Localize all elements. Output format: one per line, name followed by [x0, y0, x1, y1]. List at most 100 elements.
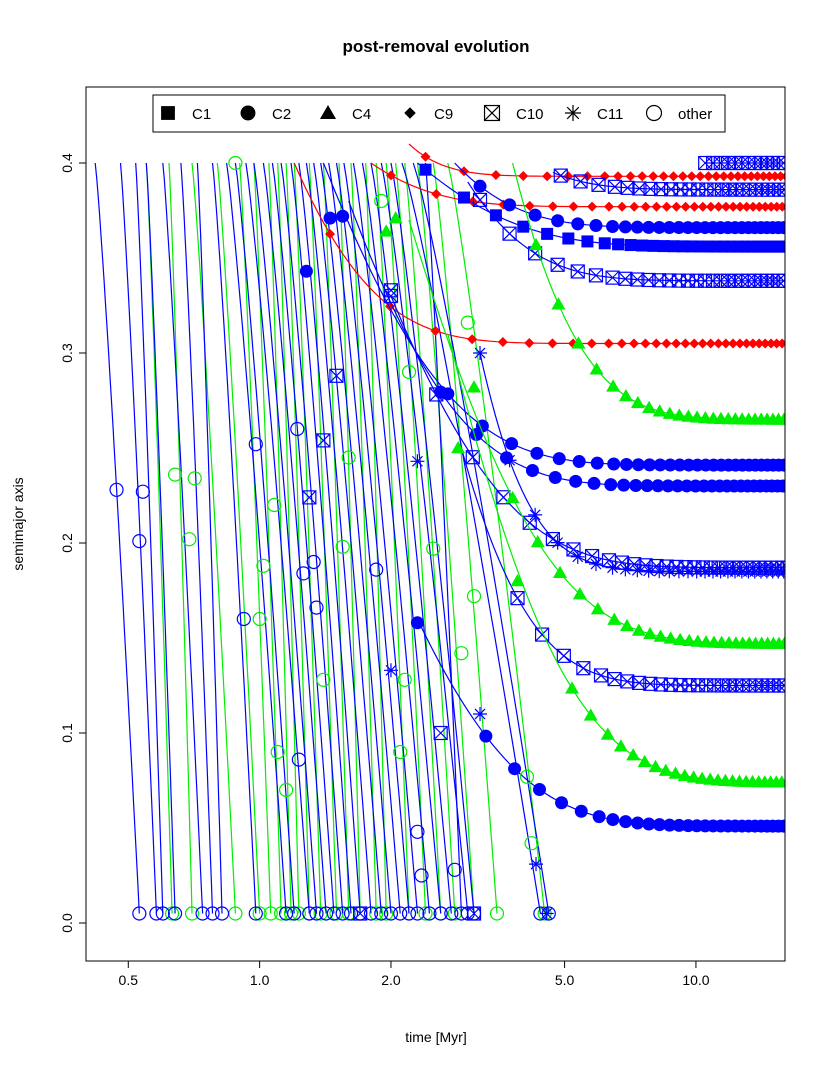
- marker-c10: [776, 155, 785, 171]
- marker-c9: [770, 171, 781, 182]
- marker-c11: [652, 564, 667, 579]
- blue-falling-track: [145, 162, 176, 914]
- marker-c9: [629, 201, 640, 212]
- marker-c2: [643, 458, 657, 472]
- marker-other: [228, 155, 243, 171]
- x-tick-label: 2.0: [381, 972, 401, 988]
- marker-c2: [336, 209, 350, 223]
- marker-other: [341, 450, 356, 465]
- legend-item-c2: C2: [240, 105, 291, 123]
- marker-c9: [720, 338, 731, 349]
- marker-other: [393, 906, 408, 921]
- settling-track-c10: [460, 447, 785, 687]
- marker-c10: [502, 226, 517, 241]
- marker-c10: [649, 558, 664, 574]
- marker-c2: [672, 818, 686, 832]
- marker-c11: [410, 454, 425, 469]
- marker-c2: [572, 455, 586, 469]
- marker-c9: [686, 171, 697, 182]
- marker-c11: [473, 707, 488, 721]
- marker-other: [433, 906, 448, 921]
- marker-c2: [652, 220, 666, 234]
- marker-c2: [663, 818, 677, 832]
- marker-c2: [299, 264, 313, 278]
- green-falling-track: [447, 162, 546, 914]
- blue-falling-track: [370, 162, 452, 914]
- marker-c2: [777, 221, 785, 235]
- marker-c9: [640, 201, 651, 212]
- green-falling-track: [404, 162, 456, 914]
- marker-c9: [547, 201, 558, 212]
- marker-c9: [668, 171, 679, 182]
- marker-c2: [551, 214, 565, 228]
- marker-other: [263, 906, 278, 921]
- marker-c4: [653, 629, 668, 642]
- marker-c10: [620, 674, 635, 689]
- marker-c9: [420, 151, 431, 162]
- marker-c9: [603, 338, 614, 349]
- marker-c10: [711, 560, 726, 575]
- marker-c9: [524, 338, 535, 349]
- marker-c4: [606, 379, 621, 392]
- marker-other: [369, 562, 384, 577]
- marker-c9: [431, 188, 442, 199]
- marker-c4: [590, 602, 605, 615]
- legend-label: C9: [434, 106, 453, 123]
- marker-c9: [697, 338, 708, 349]
- marker-c9: [727, 338, 738, 349]
- blue-falling-track: [119, 162, 157, 914]
- marker-c2: [629, 478, 643, 492]
- x-axis-label: time [Myr]: [405, 1029, 466, 1045]
- marker-c1: [541, 227, 554, 240]
- marker-c4: [672, 408, 687, 421]
- marker-other: [149, 906, 164, 921]
- blue-falling-track: [352, 162, 430, 914]
- marker-other: [326, 906, 342, 921]
- marker-c1: [612, 238, 625, 251]
- legend-label: C10: [516, 106, 544, 123]
- marker-c10: [653, 182, 669, 197]
- marker-c9: [542, 171, 553, 182]
- marker-c9: [695, 171, 706, 182]
- y-tick-label: 0.3: [59, 343, 75, 363]
- marker-c2: [618, 220, 632, 234]
- marker-other: [447, 862, 462, 877]
- marker-c9: [725, 171, 736, 182]
- marker-other: [426, 541, 441, 556]
- marker-c10: [433, 725, 448, 741]
- legend-label: C11: [597, 106, 623, 123]
- legend-item-c4: C4: [319, 104, 371, 123]
- marker-other: [214, 906, 230, 921]
- legend-item-c11: C11: [564, 104, 623, 123]
- marker-c9: [637, 171, 648, 182]
- marker-other: [252, 906, 267, 921]
- marker-c10: [556, 648, 571, 663]
- marker-c4: [663, 631, 678, 644]
- marker-other: [287, 906, 302, 921]
- marker-other: [309, 600, 324, 615]
- x-tick-label: 0.5: [119, 972, 139, 988]
- green-falling-track: [432, 162, 498, 914]
- marker-other: [279, 782, 294, 798]
- blue-falling-track: [135, 162, 164, 914]
- marker-c9: [640, 338, 651, 349]
- marker-other: [335, 906, 350, 921]
- blue-falling-track: [424, 162, 462, 914]
- marker-c10: [591, 177, 606, 192]
- marker-c4: [658, 763, 673, 776]
- y-tick-label: 0.2: [59, 533, 75, 553]
- marker-c10: [614, 555, 630, 570]
- marker-other: [309, 906, 324, 921]
- plot-data: [94, 143, 785, 921]
- marker-c1: [581, 235, 594, 248]
- marker-c1: [774, 240, 785, 253]
- marker-c4: [777, 636, 785, 649]
- marker-c9: [568, 201, 579, 212]
- marker-other: [335, 539, 350, 554]
- marker-c2: [548, 470, 562, 484]
- marker-other: [414, 868, 429, 883]
- marker-c4: [686, 770, 701, 783]
- legend-item-c1: C1: [161, 106, 211, 123]
- marker-c1: [161, 106, 175, 120]
- marker-c10: [522, 515, 537, 530]
